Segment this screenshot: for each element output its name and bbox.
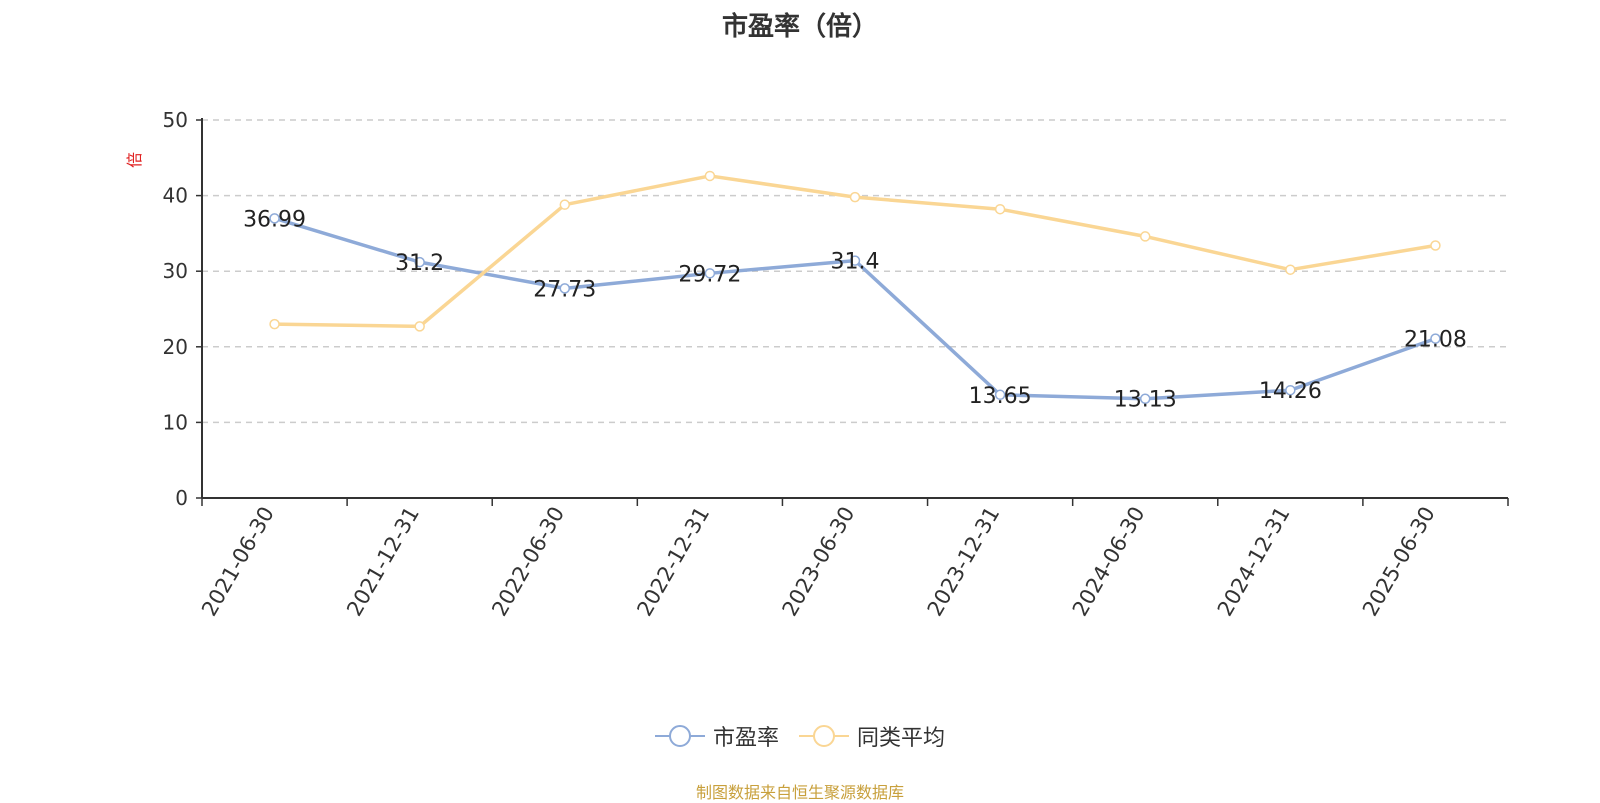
data-label: 13.13	[1114, 388, 1177, 413]
data-point	[704, 170, 716, 182]
data-point	[1139, 393, 1151, 404]
data-point	[849, 191, 861, 203]
data-label: 14.26	[1259, 379, 1322, 404]
data-label: 27.73	[533, 277, 596, 302]
x-tick-label: 2022-06-30	[487, 503, 569, 621]
legend-marker-peer-average	[799, 725, 849, 747]
y-tick-label: 40	[163, 184, 188, 208]
data-label: 29.72	[678, 262, 741, 287]
x-tick-label: 2021-12-31	[342, 502, 424, 620]
legend-item-peer-average[interactable]: 同类平均	[799, 720, 945, 752]
data-point	[559, 199, 571, 210]
x-tick-label: 2024-06-30	[1068, 503, 1150, 621]
legend: 市盈率 同类平均	[0, 720, 1600, 752]
series-line-0	[274, 216, 1437, 401]
x-tick-label: 2022-12-31	[632, 503, 714, 621]
data-point	[414, 256, 425, 268]
data-point	[704, 268, 716, 279]
data-point	[849, 255, 861, 266]
legend-item-pe[interactable]: 市盈率	[654, 720, 779, 752]
data-label: 13.65	[969, 384, 1032, 409]
y-tick-label: 50	[163, 108, 188, 132]
chart-title: 市盈率（倍）	[721, 12, 878, 42]
data-point	[269, 318, 280, 330]
legend-marker-pe	[654, 725, 705, 747]
series-lines	[269, 170, 1441, 404]
x-tick-label: 2024-12-31	[1213, 503, 1295, 621]
y-tick-label: 0	[175, 486, 188, 510]
x-tick-label: 2025-06-30	[1358, 503, 1440, 621]
y-tick-label: 10	[163, 410, 188, 434]
data-point	[994, 203, 1006, 215]
data-point	[994, 389, 1006, 401]
data-label: 31.2	[395, 251, 444, 276]
data-label: 31.4	[831, 250, 880, 275]
data-labels: 36.99 31.2 27.73 29.72 31.4 13.65 13.13 14.26 21…	[243, 207, 1467, 412]
x-tick-label: 2023-12-31	[923, 503, 1005, 621]
data-point	[1285, 264, 1296, 275]
x-tick-label: 2021-06-30	[197, 503, 279, 621]
axes: 0 10 20 30 40 50 倍 2021-06-30 2021-12-31 2022-06-…	[125, 108, 1509, 621]
y-tick-label: 20	[163, 335, 188, 359]
legend-label-pe: 市盈率	[712, 726, 779, 751]
data-point	[1430, 333, 1441, 344]
y-axis-label: 倍	[125, 152, 144, 168]
data-point	[1139, 231, 1151, 242]
data-point	[414, 321, 425, 332]
data-point	[1285, 384, 1296, 396]
data-label: 36.99	[243, 207, 306, 232]
x-tick-label: 2023-06-30	[778, 503, 860, 621]
data-label: 21.08	[1404, 328, 1467, 353]
source-note: 制图数据来自恒生聚源数据库	[695, 783, 904, 802]
y-tick-label: 30	[163, 259, 188, 283]
data-point	[559, 283, 571, 294]
data-point	[269, 213, 280, 224]
legend-label-peer-average: 同类平均	[857, 726, 946, 751]
data-point	[1430, 240, 1441, 251]
